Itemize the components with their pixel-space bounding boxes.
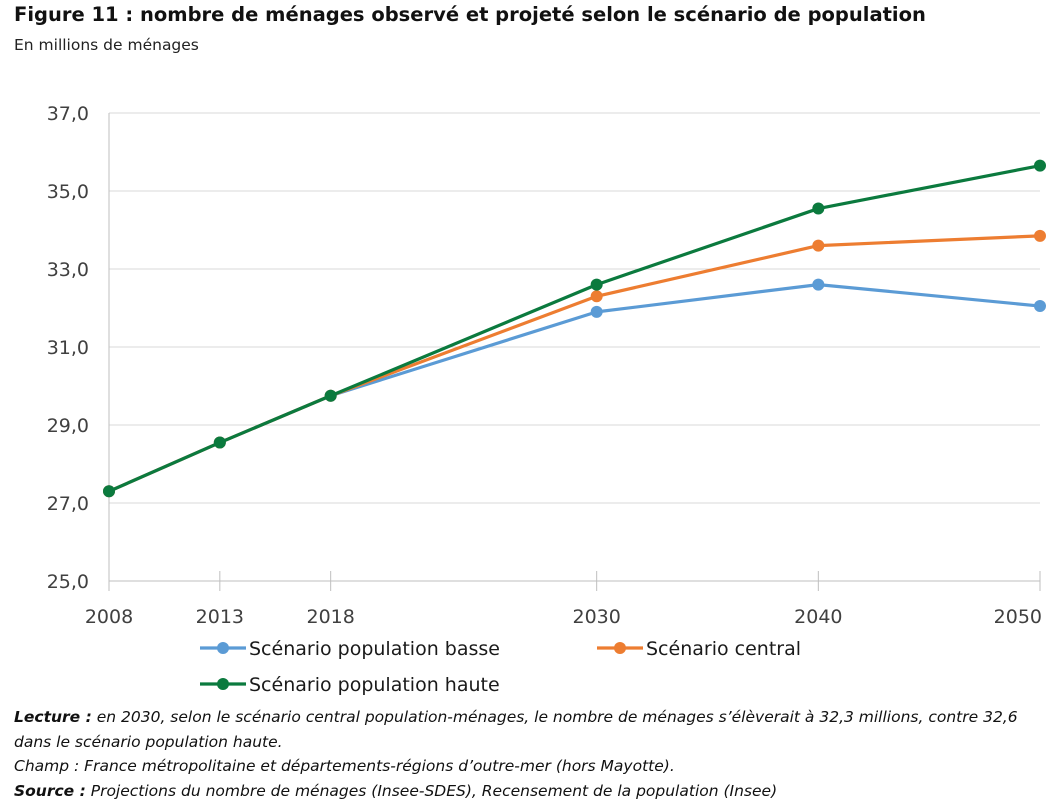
x-tick-label: 2008	[85, 606, 133, 628]
lecture-label: Lecture :	[14, 708, 92, 726]
data-point	[1034, 300, 1046, 313]
x-tick-label: 2040	[794, 606, 842, 628]
y-tick-label: 31,0	[47, 337, 89, 359]
legend-swatch-marker	[614, 642, 626, 654]
line-chart: 25,0 27,0 29,0 31,0 33,0 35,0 37,0 2008 2013 201…	[47, 103, 1046, 696]
source-note: Source : Projections du nombre de ménage…	[14, 779, 1034, 804]
chart-subtitle: En millions de ménages	[14, 36, 199, 54]
x-axis-tick-labels: 2008 2013 2018 2030 2040 2050	[85, 606, 1042, 628]
data-point	[1034, 159, 1046, 172]
x-tick-label: 2030	[572, 606, 620, 628]
data-point	[590, 305, 603, 318]
y-axis-tick-labels: 25,0 27,0 29,0 31,0 33,0 35,0 37,0	[47, 103, 89, 593]
chart-title: Figure 11 : nombre de ménages observé et…	[14, 3, 926, 26]
data-point	[103, 485, 115, 498]
chart-notes: Lecture : en 2030, selon le scénario cen…	[14, 705, 1034, 803]
legend-label: Scénario population haute	[249, 674, 500, 696]
series-line	[107, 283, 1042, 493]
series-line	[107, 164, 1042, 493]
y-tick-label: 25,0	[47, 571, 89, 593]
lecture-text: en 2030, selon le scénario central popul…	[14, 708, 1018, 751]
y-tick-label: 35,0	[47, 181, 89, 203]
series-line	[107, 234, 1042, 493]
data-point	[590, 290, 603, 303]
axes	[108, 113, 1041, 591]
data-point	[324, 389, 337, 402]
x-tick-label: 2050	[994, 606, 1042, 628]
legend-swatch-marker	[217, 642, 229, 654]
source-text: Projections du nombre de ménages (Insee-…	[85, 781, 778, 800]
legend-label: Scénario central	[646, 638, 801, 660]
x-tick-label: 2013	[196, 606, 244, 628]
y-tick-label: 37,0	[47, 103, 89, 125]
data-point	[590, 278, 603, 291]
legend-swatch-marker	[217, 678, 229, 690]
data-point	[812, 202, 825, 215]
y-tick-label: 29,0	[47, 415, 89, 437]
lecture-note: Lecture : en 2030, selon le scénario cen…	[14, 705, 1034, 754]
gridlines	[109, 112, 1040, 504]
data-point	[812, 239, 825, 252]
y-tick-label: 33,0	[47, 259, 89, 281]
data-point	[812, 278, 825, 291]
series-lines	[103, 159, 1046, 498]
data-point	[213, 436, 226, 449]
source-label: Source :	[14, 781, 86, 800]
legend-label: Scénario population basse	[249, 638, 500, 660]
y-tick-label: 27,0	[47, 493, 89, 515]
legend: Scénario population basse Scénario centra…	[200, 638, 801, 696]
x-tick-label: 2018	[306, 606, 354, 628]
data-point	[1034, 229, 1046, 242]
champ-note: Champ : France métropolitaine et départe…	[14, 757, 675, 775]
